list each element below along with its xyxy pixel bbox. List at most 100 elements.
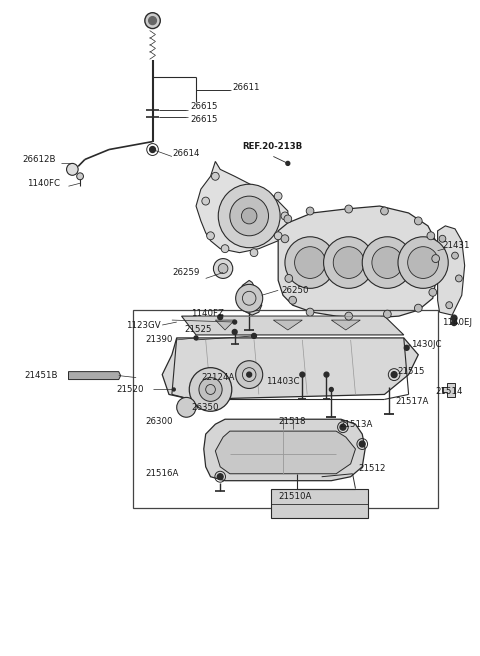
Circle shape xyxy=(212,173,219,180)
Circle shape xyxy=(408,247,439,278)
Circle shape xyxy=(362,237,412,289)
Circle shape xyxy=(439,236,446,242)
Circle shape xyxy=(247,372,252,377)
Text: 26259: 26259 xyxy=(172,268,199,277)
Circle shape xyxy=(384,310,391,318)
Circle shape xyxy=(414,304,422,312)
Text: 1140FC: 1140FC xyxy=(27,178,60,188)
Circle shape xyxy=(456,275,462,282)
Circle shape xyxy=(274,192,282,200)
Circle shape xyxy=(177,398,196,417)
Text: 1430JC: 1430JC xyxy=(410,340,441,350)
Text: 21514: 21514 xyxy=(436,387,463,396)
Text: 21513A: 21513A xyxy=(339,420,372,428)
Polygon shape xyxy=(237,280,262,315)
Circle shape xyxy=(172,388,175,391)
Circle shape xyxy=(199,378,222,401)
Circle shape xyxy=(427,232,435,239)
Circle shape xyxy=(306,308,314,316)
Circle shape xyxy=(274,232,282,239)
Circle shape xyxy=(194,336,198,340)
Circle shape xyxy=(149,16,156,24)
Circle shape xyxy=(77,173,84,180)
Circle shape xyxy=(67,163,78,175)
Circle shape xyxy=(218,315,223,319)
Text: 26611: 26611 xyxy=(233,83,260,92)
Text: 11403C: 11403C xyxy=(265,377,299,386)
Circle shape xyxy=(250,249,258,256)
Text: 21516A: 21516A xyxy=(146,469,179,478)
Circle shape xyxy=(451,315,457,321)
Circle shape xyxy=(230,196,268,236)
Circle shape xyxy=(150,146,156,152)
Text: 21520: 21520 xyxy=(117,385,144,394)
Circle shape xyxy=(300,372,305,377)
Circle shape xyxy=(214,258,233,278)
Circle shape xyxy=(218,264,228,274)
Circle shape xyxy=(306,207,314,215)
Polygon shape xyxy=(162,338,418,400)
Circle shape xyxy=(372,247,403,278)
Text: 21390: 21390 xyxy=(146,335,173,344)
Circle shape xyxy=(218,184,280,248)
Text: 22124A: 22124A xyxy=(201,373,234,382)
Polygon shape xyxy=(196,161,288,253)
Circle shape xyxy=(446,302,453,309)
Circle shape xyxy=(284,215,292,223)
Text: 1140FZ: 1140FZ xyxy=(191,308,224,318)
Text: 1140EJ: 1140EJ xyxy=(443,318,472,327)
Text: 26612B: 26612B xyxy=(22,155,56,164)
Polygon shape xyxy=(69,372,120,380)
Circle shape xyxy=(286,161,290,165)
Circle shape xyxy=(391,372,397,378)
Circle shape xyxy=(329,388,333,392)
Circle shape xyxy=(398,237,448,289)
Text: 21525: 21525 xyxy=(184,325,212,335)
Circle shape xyxy=(252,333,256,338)
Text: 21510A: 21510A xyxy=(278,492,312,501)
Text: 26350: 26350 xyxy=(191,403,219,412)
Circle shape xyxy=(404,345,409,350)
Circle shape xyxy=(295,247,325,278)
Circle shape xyxy=(232,329,237,335)
Text: 26615: 26615 xyxy=(190,115,218,124)
Circle shape xyxy=(340,424,346,430)
Text: 21518: 21518 xyxy=(278,417,306,426)
Circle shape xyxy=(345,205,353,213)
Circle shape xyxy=(221,245,229,253)
Circle shape xyxy=(233,320,237,324)
Text: 21515: 21515 xyxy=(397,367,424,376)
Polygon shape xyxy=(273,320,302,330)
Circle shape xyxy=(241,208,257,224)
Circle shape xyxy=(202,197,210,205)
Circle shape xyxy=(289,297,297,304)
Text: 26614: 26614 xyxy=(172,149,199,158)
Circle shape xyxy=(345,312,353,320)
Bar xyxy=(271,489,368,518)
Circle shape xyxy=(324,237,374,289)
Text: 26300: 26300 xyxy=(146,417,173,426)
Text: 21512: 21512 xyxy=(359,464,386,473)
Text: 26615: 26615 xyxy=(190,102,218,112)
Polygon shape xyxy=(331,320,360,330)
Circle shape xyxy=(145,12,160,29)
Circle shape xyxy=(432,255,440,262)
Polygon shape xyxy=(216,431,356,474)
Circle shape xyxy=(324,372,329,377)
Circle shape xyxy=(429,289,437,297)
Circle shape xyxy=(452,321,456,325)
Bar xyxy=(133,310,438,508)
Text: 26250: 26250 xyxy=(281,286,309,295)
Circle shape xyxy=(360,441,365,447)
Text: REF.20-213B: REF.20-213B xyxy=(242,142,303,151)
Polygon shape xyxy=(216,320,235,330)
Polygon shape xyxy=(204,419,365,481)
Circle shape xyxy=(452,252,458,259)
Circle shape xyxy=(381,207,388,215)
Circle shape xyxy=(217,474,223,480)
Text: 21451B: 21451B xyxy=(24,371,58,380)
Text: 21517A: 21517A xyxy=(395,397,429,406)
Circle shape xyxy=(281,235,289,243)
Polygon shape xyxy=(438,226,465,315)
Circle shape xyxy=(281,212,289,220)
